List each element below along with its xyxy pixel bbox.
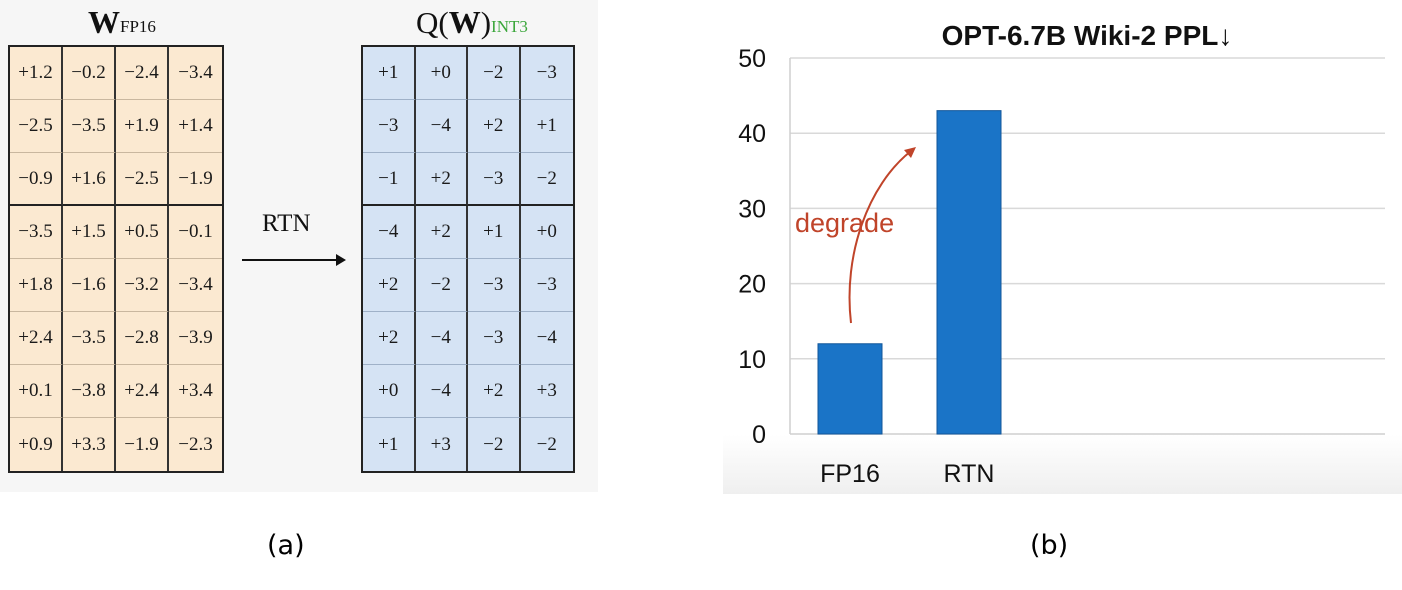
q-matrix-cell: −2 [468, 418, 521, 471]
w-matrix-cell: −3.4 [169, 259, 222, 312]
w-matrix-cell: −3.5 [63, 100, 116, 153]
w-matrix-cell: +2.4 [10, 312, 63, 365]
w-matrix-cell: +0.1 [10, 365, 63, 418]
q-matrix-cell: −4 [363, 206, 416, 259]
q-matrix-cell: −2 [468, 47, 521, 100]
y-tick-label: 20 [738, 271, 766, 299]
caption-a: (a) [267, 530, 305, 561]
q-title-main: W [448, 4, 481, 40]
w-title-subscript: FP16 [120, 17, 156, 36]
w-matrix-cell: −2.5 [10, 100, 63, 153]
w-matrix-cell: −3.4 [169, 47, 222, 100]
chart-title: OPT-6.7B Wiki-2 PPL↓ [942, 20, 1233, 51]
q-matrix-cell: −4 [415, 312, 468, 365]
q-matrix-cell: +0 [415, 47, 468, 100]
q-matrix-title: Q(W)INT3 [416, 4, 528, 41]
rtn-label: RTN [262, 210, 311, 237]
q-matrix-cell: −3 [468, 153, 521, 206]
q-title-prefix: Q( [416, 5, 449, 40]
q-matrix-cell: +0 [520, 206, 573, 259]
w-matrix-title: WFP16 [88, 4, 156, 41]
y-tick-label: 50 [738, 45, 766, 73]
w-matrix-cell: −2.5 [116, 153, 169, 206]
q-matrix-cell: +0 [363, 365, 416, 418]
degrade-annotation: degrade [795, 208, 894, 238]
caption-b: (b) [1030, 530, 1069, 561]
y-tick-label: 30 [738, 195, 766, 223]
w-matrix-cell: −1.6 [63, 259, 116, 312]
q-matrix-cell: −2 [520, 153, 573, 206]
w-matrix-cell: −2.8 [116, 312, 169, 365]
w-matrix-cell: −2.3 [178, 433, 213, 455]
bar [936, 110, 1002, 435]
q-matrix-cell: +1 [468, 206, 521, 259]
w-matrix-cell: +2.4 [116, 365, 169, 418]
q-matrix-cell: +2 [415, 206, 468, 259]
y-tick-label: 10 [738, 346, 766, 374]
q-matrix-cell: −1 [363, 153, 416, 206]
x-tick-label: RTN [944, 460, 995, 488]
q-matrix-cell: +3 [416, 418, 468, 471]
arrow-right-icon [242, 254, 346, 266]
q-matrix-cell: −4 [415, 100, 468, 153]
w-matrix-cell: −3.2 [116, 259, 169, 312]
bar [817, 343, 883, 435]
q-matrix-cell: −3 [468, 259, 521, 312]
q-matrix-cell: +2 [468, 365, 521, 418]
w-matrix-cell: +3.3 [63, 418, 116, 471]
q-matrix-cell: −3 [363, 100, 416, 153]
w-matrix-cell: +1.5 [63, 206, 116, 259]
w-matrix-cell: +1.4 [169, 100, 222, 153]
q-matrix-cell: +1 [520, 100, 573, 153]
w-matrix-cell: +1.9 [116, 100, 169, 153]
q-matrix-cell: −3 [520, 259, 573, 312]
degrade-arrowhead [904, 147, 916, 158]
q-matrix-cell: +2 [415, 153, 468, 206]
w-matrix-cell: −1.9 [116, 418, 169, 471]
w-matrix-cell: +1.2 [10, 47, 63, 100]
q-matrix-cell: +3 [520, 365, 573, 418]
w-matrix-cell: −1.9 [169, 153, 222, 206]
w-matrix-cell: +0.9 [10, 418, 63, 471]
x-tick-label: FP16 [820, 460, 880, 488]
w-matrix-cell: −3.5 [10, 206, 63, 259]
w-matrix: +1.2 −0.2 −2.4 −3.4 −2.5 −3.5 +1.9 +1.4 −0.9 +1.6… [8, 45, 224, 473]
q-title-suffix: ) [480, 5, 492, 40]
w-matrix-cell: −3.9 [169, 312, 222, 365]
w-matrix-cell: +3.4 [169, 365, 222, 418]
y-tick-label: 0 [752, 421, 766, 449]
q-title-subscript: INT3 [491, 17, 528, 36]
q-matrix-cell: −2 [536, 433, 557, 455]
w-matrix-cell: +1.6 [63, 153, 116, 206]
q-matrix-cell: −2 [415, 259, 468, 312]
w-matrix-cell: −2.4 [116, 47, 169, 100]
q-matrix-cell: −3 [520, 47, 573, 100]
w-matrix-cell: −0.9 [10, 153, 63, 206]
q-matrix-cell: +2 [363, 312, 416, 365]
w-matrix-cell: +0.5 [116, 206, 169, 259]
q-matrix-cell: +2 [363, 259, 416, 312]
q-matrix-cell: −4 [415, 365, 468, 418]
w-matrix-cell: −0.2 [63, 47, 116, 100]
w-matrix-cell: +1.8 [10, 259, 63, 312]
q-matrix-cell: +1 [363, 418, 416, 471]
q-matrix-cell: +2 [468, 100, 521, 153]
w-matrix-cell: −3.8 [63, 365, 116, 418]
degrade-arrow [848, 150, 912, 324]
q-matrix-cell: +1 [363, 47, 416, 100]
w-matrix-cell: −3.5 [63, 312, 116, 365]
q-matrix-cell: −4 [520, 312, 573, 365]
y-tick-label: 40 [738, 120, 766, 148]
q-matrix: +1 +0 −2 −3 −3 −4 +2 +1 −1 +2 −3 −2 −4 +2 +1 +0 +2 −2 −3 −3… [361, 45, 575, 473]
w-matrix-cell: −0.1 [169, 206, 222, 259]
q-matrix-cell: −3 [468, 312, 521, 365]
w-title-main: W [88, 4, 120, 40]
